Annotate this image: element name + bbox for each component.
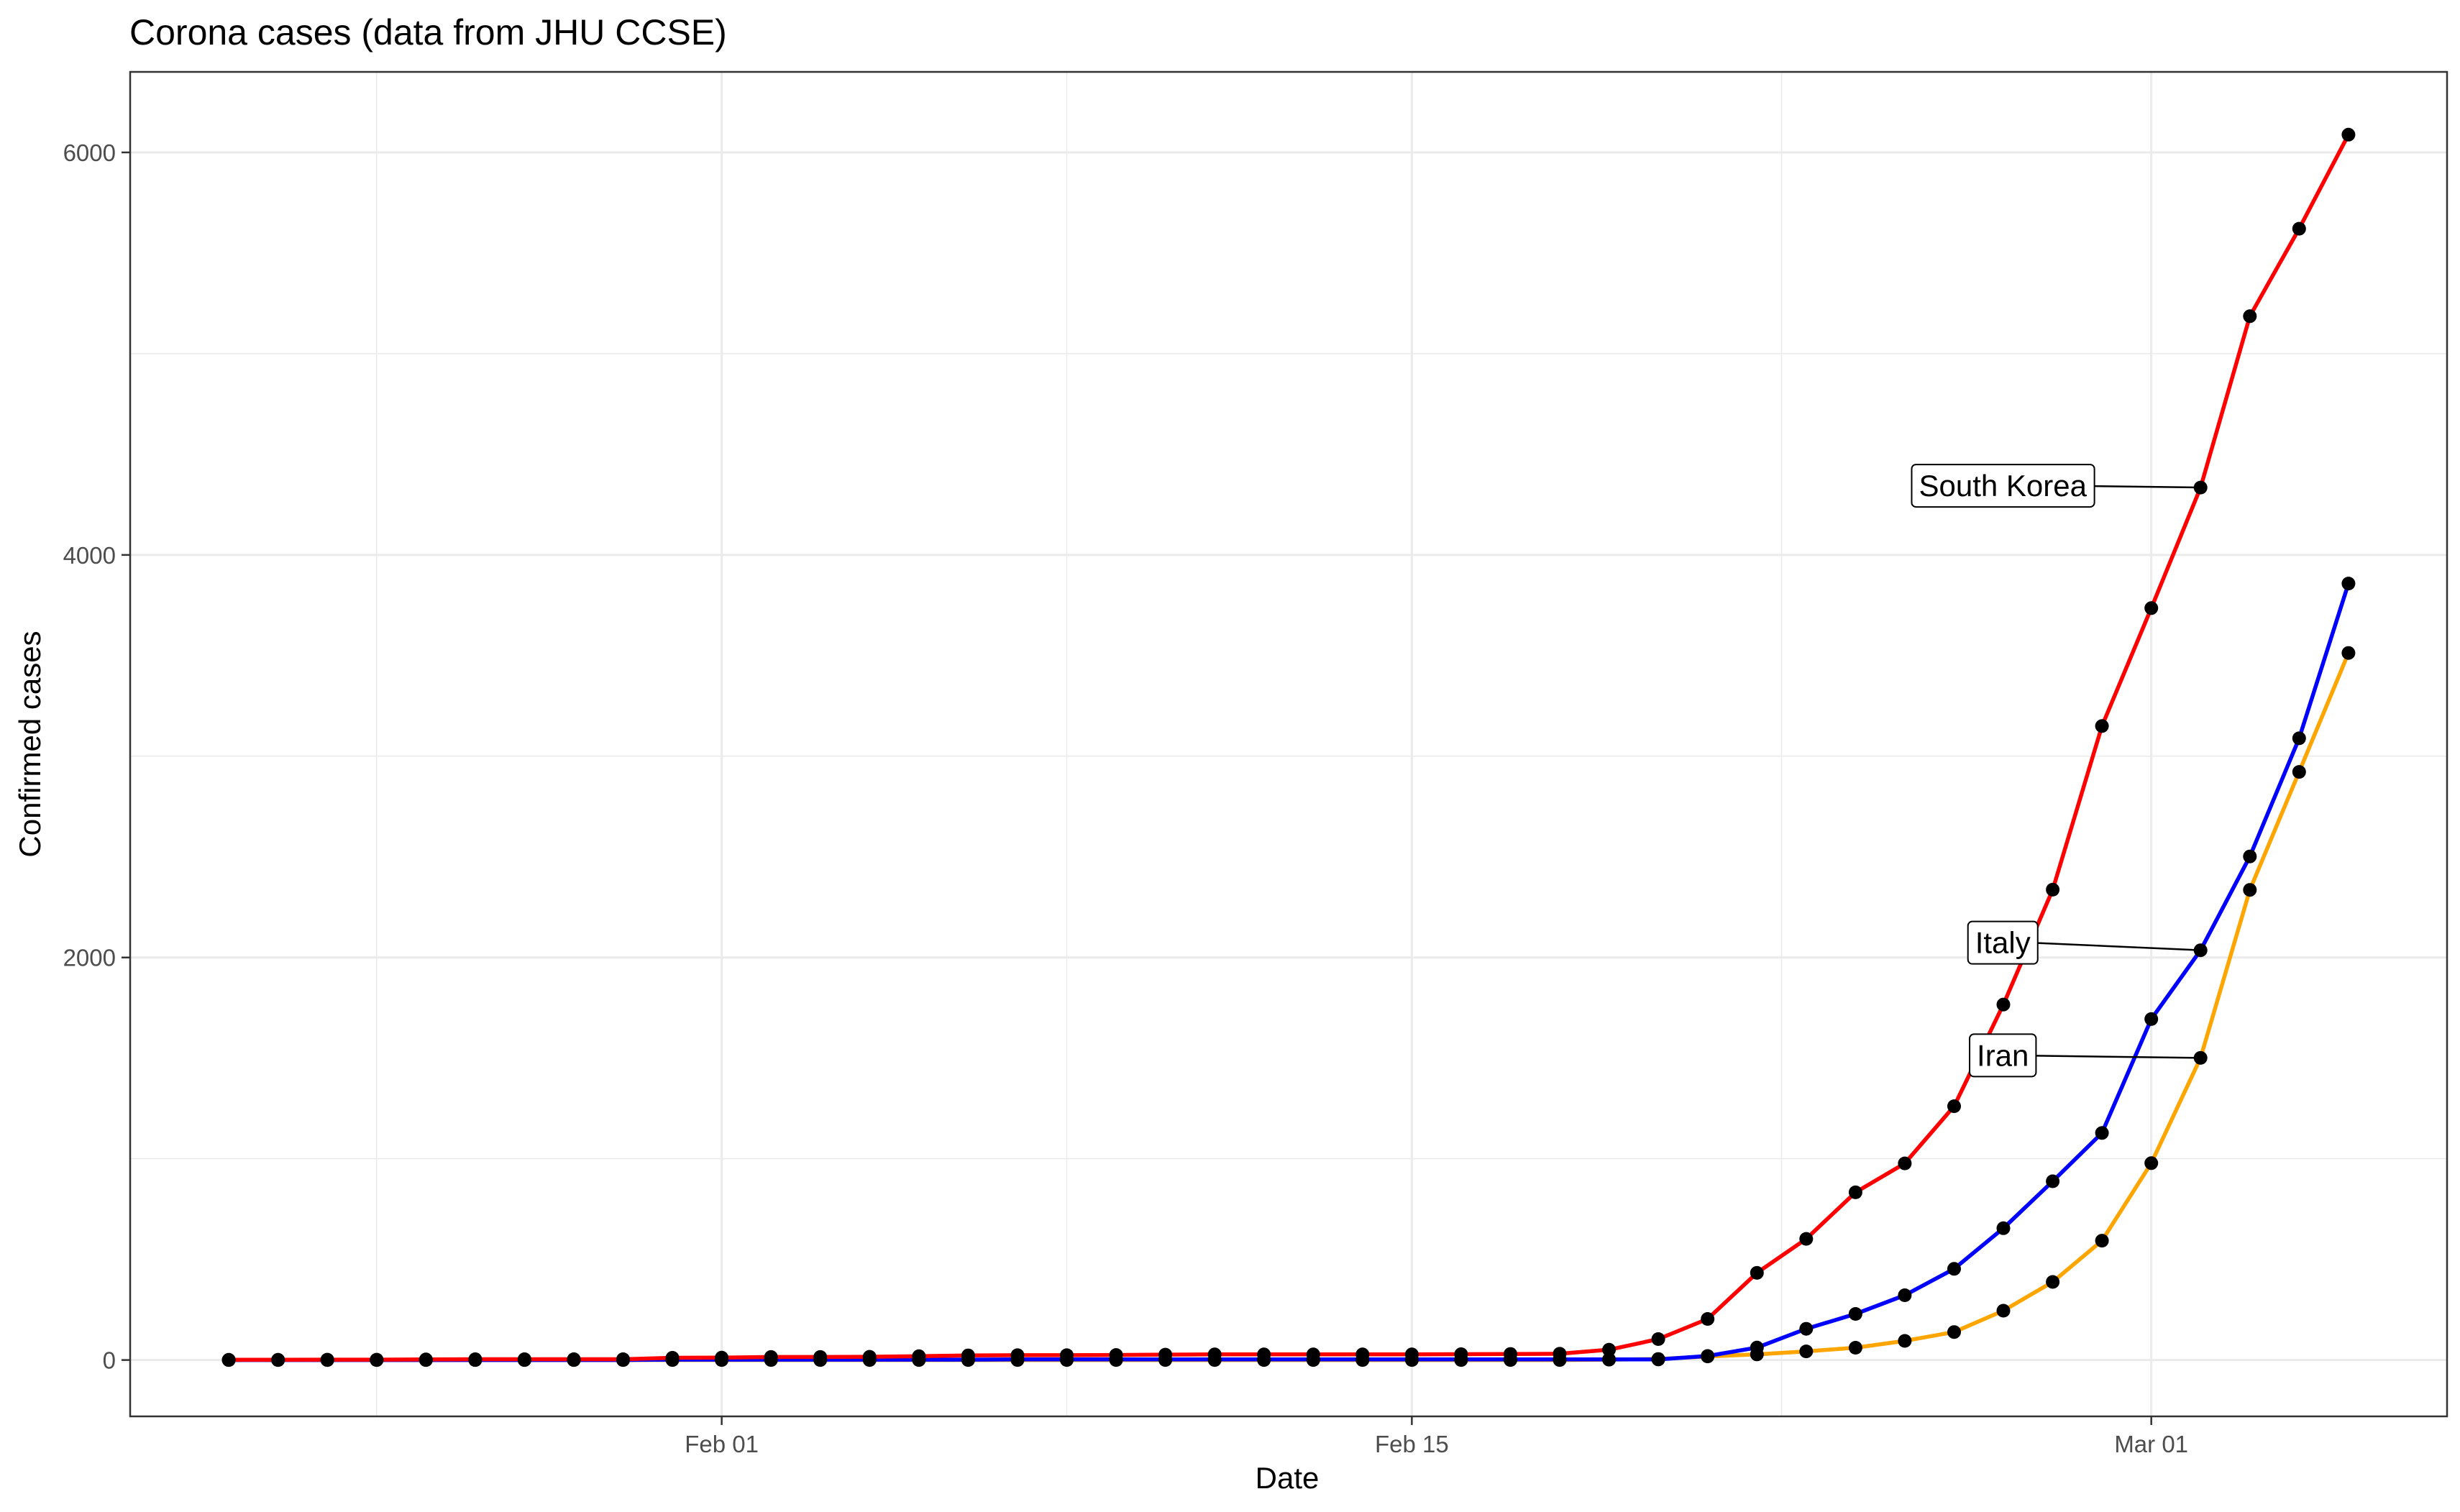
- label-connector: [2094, 485, 2201, 489]
- label-connector: [2037, 942, 2201, 951]
- data-point-iran: [517, 1353, 531, 1367]
- series-layer: [227, 132, 2351, 1362]
- y-tick-label: 6000: [63, 139, 116, 166]
- data-point-iran: [1701, 1350, 1715, 1364]
- axis-layer: Feb 01 Feb 15 Mar 01 0 2000 4000 6000: [63, 139, 2188, 1457]
- data-point-iran: [813, 1353, 828, 1367]
- y-tick-label: 4000: [63, 542, 116, 569]
- data-point-south-korea: [1898, 1156, 1912, 1170]
- data-point-italy: [1898, 1288, 1912, 1302]
- data-point-iran: [221, 1353, 236, 1367]
- data-point-iran: [1355, 1353, 1370, 1367]
- data-point-iran: [912, 1353, 926, 1367]
- data-point-italy: [2095, 1126, 2109, 1140]
- data-point-italy: [1996, 1221, 2011, 1235]
- data-point-iran: [665, 1353, 680, 1367]
- data-point-south-korea: [2046, 882, 2060, 897]
- data-point-iran: [1651, 1352, 1665, 1366]
- data-point-iran: [1848, 1341, 1862, 1355]
- data-point-iran: [2046, 1275, 2060, 1289]
- data-point-south-korea: [1848, 1185, 1862, 1199]
- y-axis-title: Confirmed cases: [13, 631, 47, 857]
- data-point-iran: [370, 1353, 384, 1367]
- data-point-iran: [2243, 883, 2257, 897]
- data-point-iran: [2341, 646, 2356, 660]
- data-point-iran: [961, 1353, 975, 1367]
- x-tick-label: Feb 01: [685, 1431, 759, 1457]
- label-text: Italy: [1975, 926, 2031, 960]
- data-point-iran: [1010, 1353, 1025, 1367]
- data-point-south-korea: [2341, 127, 2356, 142]
- y-tick-label: 2000: [63, 945, 116, 971]
- data-point-iran: [567, 1353, 581, 1367]
- data-point-italy: [2341, 577, 2356, 591]
- label-box: [1969, 1033, 2037, 1078]
- data-point-italy: [2243, 849, 2257, 863]
- data-point-iran: [2144, 1156, 2159, 1170]
- data-point-iran: [320, 1353, 334, 1367]
- points-layer: [221, 127, 2356, 1367]
- data-point-south-korea: [1602, 1342, 1617, 1357]
- data-point-iran: [1504, 1353, 1517, 1367]
- data-point-iran: [1207, 1353, 1222, 1367]
- plot-panel-border: [129, 70, 2448, 1418]
- data-point-iran: [1060, 1353, 1074, 1367]
- data-point-south-korea: [1799, 1232, 1814, 1246]
- data-point-south-korea: [2243, 309, 2257, 324]
- data-point-italy: [1799, 1321, 1814, 1336]
- data-point-iran: [1553, 1353, 1567, 1367]
- data-point-iran: [1602, 1352, 1617, 1367]
- series-label-italy: Italy: [1967, 920, 2039, 965]
- data-point-iran: [1158, 1353, 1173, 1367]
- data-point-south-korea: [1701, 1312, 1715, 1326]
- chart-title: Corona cases (data from JHU CCSE): [129, 12, 727, 52]
- data-point-iran: [1799, 1344, 1814, 1359]
- data-point-south-korea: [1651, 1332, 1665, 1346]
- label-text: South Korea: [1919, 469, 2087, 503]
- data-point-iran: [2292, 765, 2306, 779]
- data-point-iran: [1306, 1353, 1320, 1367]
- data-point-south-korea: [2292, 221, 2306, 236]
- data-point-iran: [1947, 1325, 1961, 1339]
- x-tick-label: Feb 15: [1375, 1431, 1449, 1457]
- data-point-iran: [1109, 1353, 1123, 1367]
- data-point-italy: [2144, 1012, 2159, 1026]
- data-point-south-korea: [1996, 997, 2011, 1012]
- data-point-iran: [2095, 1234, 2109, 1248]
- data-point-iran: [419, 1353, 433, 1367]
- label-connector: [2036, 1055, 2201, 1059]
- data-point-italy: [2292, 731, 2306, 746]
- data-point-iran: [1257, 1353, 1271, 1367]
- data-point-iran: [1750, 1347, 1764, 1362]
- data-point-south-korea: [1947, 1099, 1961, 1114]
- x-axis-title: Date: [1256, 1461, 1320, 1495]
- data-point-italy: [1947, 1262, 1961, 1276]
- x-tick-label: Mar 01: [2114, 1431, 2188, 1457]
- labels-layer: South Korea Italy Iran: [1911, 464, 2201, 1078]
- label-box: [1967, 920, 2039, 965]
- series-label-south-korea: South Korea: [1911, 464, 2095, 508]
- data-point-iran: [715, 1353, 729, 1367]
- data-point-iran: [271, 1353, 285, 1367]
- data-point-south-korea: [1750, 1265, 1764, 1280]
- data-point-iran: [1898, 1334, 1912, 1348]
- data-point-iran: [764, 1353, 778, 1367]
- label-box: [1911, 464, 2095, 508]
- data-point-iran: [616, 1353, 630, 1367]
- data-point-iran: [1996, 1303, 2011, 1318]
- data-point-italy: [1848, 1307, 1862, 1321]
- data-point-south-korea: [2095, 719, 2109, 733]
- data-point-south-korea: [2144, 601, 2159, 615]
- data-point-iran: [1404, 1353, 1419, 1367]
- data-point-italy: [2046, 1174, 2060, 1188]
- label-text: Iran: [1977, 1038, 2029, 1072]
- data-point-iran: [862, 1353, 877, 1367]
- series-label-iran: Iran: [1969, 1033, 2037, 1078]
- data-point-iran: [1454, 1353, 1468, 1367]
- y-tick-label: 0: [103, 1347, 116, 1374]
- data-point-iran: [468, 1353, 483, 1367]
- series-line-south-korea: [227, 132, 2351, 1362]
